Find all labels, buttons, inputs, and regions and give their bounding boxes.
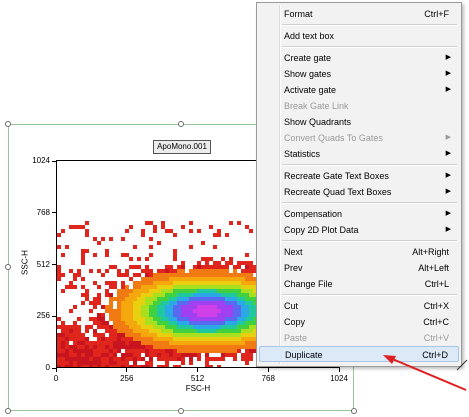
- menu-item-activate-gate[interactable]: Activate gate ▶: [259, 82, 459, 98]
- x-tick: [197, 368, 198, 372]
- y-tick: [52, 315, 56, 317]
- menu-item-shortcut: Ctrl+X: [423, 301, 449, 311]
- menu-item-shortcut: Ctrl+C: [423, 317, 449, 327]
- context-menu: Format Ctrl+F Add text box Create gate ▶ Show…: [256, 2, 462, 367]
- menu-item-label: Next: [284, 247, 303, 257]
- y-tick-label: 256: [36, 311, 50, 321]
- menu-item-shortcut: Alt+Right: [412, 247, 449, 257]
- menu-item-statistics[interactable]: Statistics ▶: [259, 146, 459, 162]
- menu-item-shortcut: Ctrl+D: [422, 350, 448, 360]
- y-axis-label: SSC-H: [20, 250, 30, 275]
- y-tick: [52, 367, 56, 369]
- x-tick: [55, 368, 57, 372]
- x-tick-label: 512: [190, 374, 205, 383]
- menu-item-cut[interactable]: Cut Ctrl+X: [259, 298, 459, 314]
- x-tick-label: 256: [120, 374, 134, 383]
- y-tick-label: 768: [36, 207, 50, 217]
- menu-item-recreate-quad-text-boxes[interactable]: Recreate Quad Text Boxes ▶: [259, 184, 459, 200]
- menu-item-add-text-box[interactable]: Add text box: [259, 28, 459, 44]
- menu-item-shortcut: Alt+Left: [418, 263, 449, 273]
- menu-item-show-gates[interactable]: Show gates ▶: [259, 66, 459, 82]
- corner-glyph: [456, 359, 468, 371]
- submenu-arrow-icon: ▶: [445, 86, 451, 93]
- resize-handle-bottom-left[interactable]: [5, 408, 11, 414]
- menu-item-label: Compensation: [284, 209, 343, 219]
- menu-item-label: Statistics: [284, 149, 321, 159]
- x-tick: [338, 368, 340, 372]
- menu-item-label: Activate gate: [284, 85, 337, 95]
- menu-item-prev[interactable]: Prev Alt+Left: [259, 260, 459, 276]
- submenu-arrow-icon: ▶: [445, 188, 451, 195]
- menu-item-change-file[interactable]: Change File Ctrl+L: [259, 276, 459, 292]
- menu-item-shortcut: Ctrl+F: [424, 9, 449, 19]
- menu-item-label: Duplicate: [285, 350, 323, 360]
- menu-item-label: Prev: [284, 263, 303, 273]
- submenu-arrow-icon: ▶: [445, 70, 451, 77]
- menu-separator: [282, 24, 457, 26]
- menu-item-show-quadrants[interactable]: Show Quadrants: [259, 114, 459, 130]
- menu-separator: [282, 294, 457, 296]
- submenu-arrow-icon: ▶: [445, 172, 451, 179]
- menu-item-compensation[interactable]: Compensation ▶: [259, 206, 459, 222]
- menu-icon-gutter: [279, 5, 281, 364]
- menu-separator: [282, 202, 457, 204]
- resize-handle-top-left[interactable]: [5, 121, 11, 127]
- menu-item-shortcut: Ctrl+V: [423, 333, 449, 343]
- menu-item-label: Create gate: [284, 53, 332, 63]
- resize-handle-left[interactable]: [5, 264, 11, 270]
- annotation-arrow: [383, 355, 467, 391]
- menu-item-next[interactable]: Next Alt+Right: [259, 244, 459, 260]
- menu-item-recreate-gate-text-boxes[interactable]: Recreate Gate Text Boxes ▶: [259, 168, 459, 184]
- y-tick: [52, 160, 56, 162]
- menu-item-create-gate[interactable]: Create gate ▶: [259, 50, 459, 66]
- y-tick: [52, 264, 56, 265]
- menu-item-duplicate[interactable]: Duplicate Ctrl+D: [259, 346, 459, 362]
- menu-item-label: Recreate Quad Text Boxes: [284, 187, 392, 197]
- x-tick-label: 768: [261, 374, 275, 383]
- submenu-arrow-icon: ▶: [445, 134, 451, 141]
- menu-item-label: Show Quadrants: [284, 117, 352, 127]
- menu-item-copy[interactable]: Copy Ctrl+C: [259, 314, 459, 330]
- menu-item-label: Copy: [284, 317, 306, 327]
- submenu-arrow-icon: ▶: [445, 226, 451, 233]
- x-tick: [267, 368, 269, 372]
- menu-item-label: Paste: [284, 333, 308, 343]
- menu-separator: [282, 46, 457, 48]
- resize-handle-top[interactable]: [178, 121, 184, 127]
- menu-item-label: Convert Quads To Gates: [284, 133, 383, 143]
- menu-item-label: Recreate Gate Text Boxes: [284, 171, 389, 181]
- menu-separator: [282, 240, 457, 242]
- menu-item-break-gate-link[interactable]: Break Gate Link: [259, 98, 459, 114]
- menu-item-format[interactable]: Format Ctrl+F: [259, 6, 459, 22]
- resize-handle-bottom-right[interactable]: [351, 408, 357, 414]
- y-tick-label: 512: [36, 259, 50, 269]
- menu-item-copy-2d-plot-data[interactable]: Copy 2D Plot Data ▶: [259, 222, 459, 238]
- menu-item-label: Add text box: [284, 31, 335, 41]
- y-tick-label: 0: [45, 363, 50, 372]
- menu-item-label: Break Gate Link: [284, 101, 349, 111]
- submenu-arrow-icon: ▶: [445, 150, 451, 157]
- menu-item-label: Copy 2D Plot Data: [284, 225, 359, 235]
- menu-item-shortcut: Ctrl+L: [424, 279, 449, 289]
- y-tick: [52, 212, 56, 214]
- resize-handle-bottom[interactable]: [178, 408, 184, 414]
- menu-item-label: Format: [284, 9, 313, 19]
- x-tick-label: 0: [53, 374, 59, 383]
- plot-title[interactable]: ApoMono.001: [153, 140, 211, 154]
- submenu-arrow-icon: ▶: [445, 210, 451, 217]
- menu-item-label: Show gates: [284, 69, 332, 79]
- menu-item-paste[interactable]: Paste Ctrl+V: [259, 330, 459, 346]
- submenu-arrow-icon: ▶: [445, 54, 451, 61]
- y-tick-label: 1024: [32, 156, 50, 165]
- menu-item-convert-quads-to-gates[interactable]: Convert Quads To Gates ▶: [259, 130, 459, 146]
- x-tick-label: 1024: [330, 374, 348, 383]
- x-tick: [126, 368, 128, 372]
- menu-separator: [282, 164, 457, 166]
- menu-item-label: Cut: [284, 301, 299, 311]
- menu-item-label: Change File: [284, 279, 333, 289]
- x-axis-label: FSC-H: [185, 384, 211, 393]
